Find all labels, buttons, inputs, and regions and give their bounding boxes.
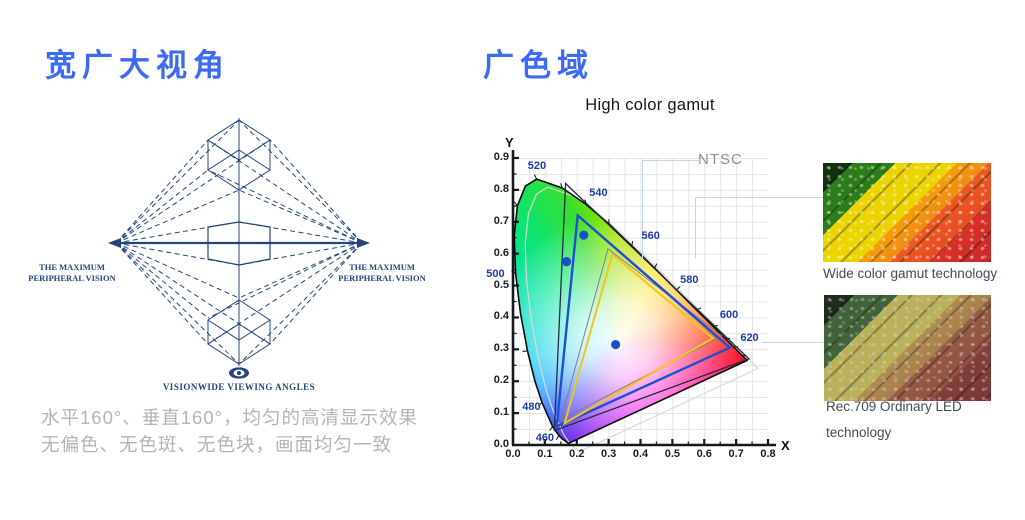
rec709-callout-line-h bbox=[762, 342, 828, 343]
peripheral-vision-dashed-lines bbox=[115, 119, 363, 365]
x-tick-label-0.7: 0.7 bbox=[728, 448, 744, 460]
y-tick-label-0.0: 0.0 bbox=[493, 438, 509, 450]
screen-panel bbox=[207, 221, 271, 266]
wavelength-label-620: 620 bbox=[740, 332, 759, 345]
wavelength-label-520: 520 bbox=[527, 159, 547, 172]
x-tick-label-0.4: 0.4 bbox=[632, 448, 649, 460]
wavelength-label-480: 480 bbox=[522, 401, 541, 414]
right-max-vision-label-line2: PERIPHERAL VISION bbox=[338, 273, 426, 283]
y-tick-label-0.6: 0.6 bbox=[493, 246, 509, 259]
ntsc-callout-line-v bbox=[642, 160, 643, 260]
x-tick-label-0.5: 0.5 bbox=[664, 448, 681, 460]
x-tick-label-0.6: 0.6 bbox=[696, 448, 712, 460]
ntsc-annotation: NTSC bbox=[698, 151, 743, 168]
cie-chromaticity-chart: Y X NTSC 520 540 560 580 600 620 500 480 460 0.0 0… bbox=[485, 135, 828, 470]
left-section-title: 宽广大视角 bbox=[45, 48, 230, 83]
x-tick-label-0.2: 0.2 bbox=[569, 448, 585, 460]
y-tick-label-0.1: 0.1 bbox=[493, 406, 509, 419]
wavelength-label-460: 460 bbox=[535, 431, 555, 444]
left-description: 水平160°、垂直160°，均匀的高清显示效果 无偏色、无色斑、无色块，画面均匀… bbox=[41, 404, 418, 458]
left-max-vision-label-line2: PERIPHERAL VISION bbox=[28, 273, 116, 283]
wavelength-label-560: 560 bbox=[641, 230, 660, 243]
y-tick-label-0.8: 0.8 bbox=[493, 182, 509, 195]
left-max-vision-label-line1: THE MAXIMUM bbox=[39, 262, 105, 272]
y-tick-label-0.4: 0.4 bbox=[493, 310, 509, 323]
rec709-image-caption-line1: Rec.709 Ordinary LED bbox=[826, 399, 962, 414]
x-tick-label-0.1: 0.1 bbox=[537, 448, 553, 460]
top-cube bbox=[207, 119, 271, 191]
y-tick-label-0.7: 0.7 bbox=[493, 214, 509, 227]
wavelength-label-540: 540 bbox=[589, 187, 608, 200]
wavelength-label-600: 600 bbox=[719, 308, 739, 321]
chart-title: High color gamut bbox=[585, 96, 715, 114]
rec709-pencils-image bbox=[824, 295, 991, 401]
wavelength-label-580: 580 bbox=[680, 273, 699, 286]
wide-gamut-callout-line-h bbox=[695, 197, 824, 198]
x-tick-label-0.3: 0.3 bbox=[600, 448, 617, 460]
viewing-angle-diagram: THE MAXIMUM PERIPHERAL VISION THE MAXIMU… bbox=[28, 118, 427, 392]
y-tick-label-0.5: 0.5 bbox=[493, 278, 509, 291]
wide-gamut-callout-line-v bbox=[695, 197, 696, 258]
chart-overlay-svg bbox=[511, 150, 776, 453]
right-section-title: 广色域 bbox=[483, 48, 594, 83]
x-axis-title: X bbox=[781, 438, 790, 453]
wide-gamut-image-caption: Wide color gamut technology bbox=[823, 266, 998, 281]
y-tick-label-0.9: 0.9 bbox=[493, 151, 509, 163]
ntsc-callout-line-h bbox=[642, 160, 701, 161]
eye-icon bbox=[229, 367, 249, 379]
rec709-image-caption-line2: technology bbox=[826, 425, 892, 440]
x-tick-label-0.8: 0.8 bbox=[760, 448, 776, 460]
wide-gamut-pencils-image bbox=[823, 163, 991, 262]
right-max-vision-label-line1: THE MAXIMUM bbox=[349, 262, 415, 272]
y-tick-label-0.3: 0.3 bbox=[493, 342, 509, 355]
description-line-2: 无偏色、无色斑、无色块，画面均匀一致 bbox=[41, 434, 393, 455]
y-tick-label-0.2: 0.2 bbox=[493, 374, 509, 387]
diagram-caption: VISIONWIDE VIEWING ANGLES bbox=[163, 382, 315, 392]
description-line-1: 水平160°、垂直160°，均匀的高清显示效果 bbox=[41, 407, 419, 428]
x-tick-label-0.0: 0.0 bbox=[505, 448, 521, 460]
y-axis-title: Y bbox=[505, 135, 514, 150]
wavelength-label-500: 500 bbox=[486, 268, 505, 281]
